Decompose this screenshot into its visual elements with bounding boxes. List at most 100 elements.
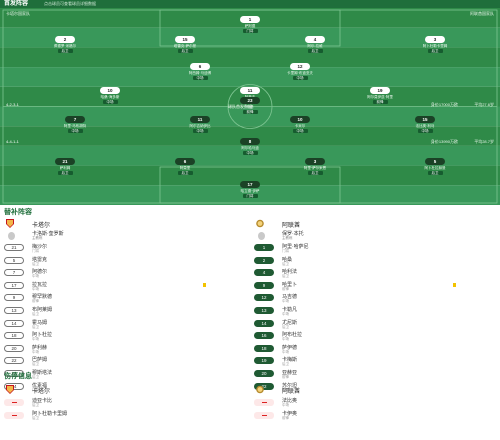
sub-name: 梅沙尔 [32,244,48,250]
sub-player-row[interactable]: 14 霍马姆 后卫 [4,318,246,331]
player-position: 中场 [292,76,308,81]
home-player[interactable]: 6 阿西姆·马迪博 中场 [178,63,222,81]
sub-player-row[interactable]: 2 哈桑 后卫 [254,255,496,268]
sub-player-row[interactable]: 14 尤尼斯 后卫 [254,318,496,331]
home-team-name: 卡塔尔国家队 [6,11,30,16]
player-number: 19 [370,86,390,94]
player-position: 前锋 [242,109,258,114]
sub-number: 22 [4,357,24,365]
sub-player-row[interactable]: 21 梅沙尔 门将 [4,242,246,255]
sub-player-row[interactable]: 23 穆斯塔法 后卫 [4,368,246,381]
player-position: 后卫 [57,48,73,53]
away-player[interactable]: 6 阿莫里 后卫 [163,157,207,176]
sub-name: 优素福 [32,382,48,389]
injury-name: 迪亚卡比 [32,398,53,404]
away-value: 身价13990万欧 [430,139,458,144]
away-subs: 阿联酋 保罗·本托 主教练 1 阿里·哈萨尼 门将 2 哈桑 后卫 4 哈利法 后卫 9 哈里卜 前锋… [254,217,496,393]
sub-player-row[interactable]: 18 阿卜杜拉 中场 [4,330,246,343]
sub-name: 亚赫亚 [282,369,298,376]
sub-number: 1 [254,244,274,251]
sub-name: 阿卜杜拉 [32,332,53,339]
home-player[interactable]: 15 塔雷克·萨尔曼 后卫 [163,35,207,54]
away-player[interactable]: 7 阿里·马布胡特 中场 [53,116,97,134]
page-title: 首发阵容 [4,1,29,7]
sub-player-row[interactable]: 22 苏尔坦 门将 [254,381,496,394]
sub-position: 后卫 [32,261,39,266]
player-number: 10 [290,116,310,124]
sub-position: 后卫 [32,311,39,316]
sub-name: 穆斯塔法 [32,369,53,376]
pitch: 卡塔尔国家队 阿联酋国家队 4-2-3-1 4-4-1-1 身价17000万欧 … [0,8,500,205]
sub-player-row[interactable]: 5 塔雷克 后卫 [4,255,246,268]
sub-number: 14 [4,319,24,327]
away-player[interactable]: 21 萨利姆 后卫 [43,157,87,176]
sub-player-row[interactable]: 9 穆罕默德 前锋 [4,292,246,305]
home-player[interactable]: 10 哈桑·海多斯 中场 [88,86,132,105]
away-coach[interactable]: 保罗·本托 主教练 [254,230,496,242]
player-number: 7 [65,116,85,124]
injury-name: 卡伊奥 [282,411,298,417]
sub-player-row[interactable]: 1 阿里·哈萨尼 门将 [254,242,496,255]
sub-name: 哈里卜 [282,281,298,288]
player-position: 门将 [242,28,258,33]
sub-player-row[interactable]: 20 亚赫亚 前锋 [254,368,496,381]
home-player[interactable]: 3 阿卜杜勒卡里姆 后卫 [413,35,457,54]
sub-player-row[interactable]: 7 阿德尔 中场 [4,267,246,280]
sub-player-row[interactable]: 17 拉瓦拉 中场 [4,280,246,293]
sub-position: 后卫 [32,362,39,367]
home-player[interactable]: 2 佩德罗·米格尔 后卫 [43,35,87,54]
sub-player-row[interactable]: 22 巴萨姆 后卫 [4,355,246,368]
player-position: 中场 [192,129,208,134]
home-player[interactable]: 1 萨阿德 门将 [228,15,272,34]
away-player[interactable]: 3 阿里·萨尔米恩 后卫 [293,157,337,176]
home-team-row[interactable]: 卡塔尔 [4,217,246,230]
subs-section-header: 替补阵容 [0,205,500,217]
player-name: 萨阿德 [244,23,256,28]
player-name: 佩德罗·米格尔 [53,43,77,48]
sub-player-row[interactable]: 4 哈利法 后卫 [254,267,496,280]
player-name: 法比奥·利马 [415,124,435,129]
player-number: 10 [100,86,120,94]
away-team-row[interactable]: 阿联酋 [254,217,496,230]
home-player[interactable]: 12 卡里姆·布迪亚夫 中场 [278,63,322,81]
home-player[interactable]: 19 阿尔莫伊兹·阿里 前锋 [358,86,402,105]
sub-player-row[interactable]: 13 卡勒凡 中场 [254,305,496,318]
home-player[interactable]: 4 阿尔-拉维 后卫 [293,35,337,54]
sub-number: 22 [254,382,274,390]
sub-player-row[interactable]: 13 布阿莱姆 后卫 [4,305,246,318]
away-injury-team-label: 阿联酋 [282,389,301,395]
sub-player-row[interactable]: 12 马吉德 中场 [254,292,496,305]
injury-row[interactable]: 阿卜杜勒卡里姆 后卫 [4,409,246,422]
player-name: 阿尔莫伊兹·阿里 [367,94,393,99]
sub-number: 14 [254,319,274,327]
home-value: 身价17000万欧 [430,102,458,107]
home-injury-team-row: 卡塔尔 [4,383,246,396]
sub-player-row[interactable]: 16 阿布杜拉 中场 [254,330,496,343]
away-team-name: 阿联酋国家队 [470,11,494,16]
sub-player-row[interactable]: 9 哈里卜 前锋 [254,280,496,293]
away-player[interactable]: 11 阿尔吉纳伊比 中场 [178,116,222,134]
away-player[interactable]: 5 阿卜杜拉赫曼 后卫 [413,157,457,176]
sub-number: 18 [254,344,274,352]
sub-player-row[interactable]: 19 卡梅斯 后卫 [254,355,496,368]
player-name: 阿卜杜拉赫曼 [424,165,446,170]
away-player[interactable]: 8 阿尔哈马迪 中场 [228,138,272,156]
injury-row[interactable]: 法比奥 中场 [254,396,496,409]
sub-player-row[interactable]: 18 萨伊德 中场 [254,343,496,356]
sub-name: 布阿莱姆 [32,306,53,313]
away-player[interactable]: 17 哈立德·伊萨 门将 [228,181,272,199]
player-position: 中场 [242,151,258,156]
sub-player-row[interactable]: 20 萨利赫 中场 [4,343,246,356]
sub-number: 5 [4,256,24,264]
player-name: 阿里·马布胡特 [63,124,87,129]
away-player[interactable]: 23 马基 前锋 [228,96,272,115]
player-number: 6 [190,63,210,71]
injury-row[interactable]: 卡伊奥 前锋 [254,409,496,422]
player-name: 阿尔哈马迪 [241,146,259,151]
home-coach[interactable]: 卡洛斯·奎罗斯 主教练 [4,230,246,242]
away-player[interactable]: 15 法比奥·利马 中场 [403,116,447,134]
sub-name: 穆罕默德 [32,294,53,301]
away-player[interactable]: 10 卡米尔 中场 [278,116,322,134]
player-name: 哈立德·伊萨 [240,189,260,194]
injury-row[interactable]: 迪亚卡比 后卫 [4,396,246,409]
